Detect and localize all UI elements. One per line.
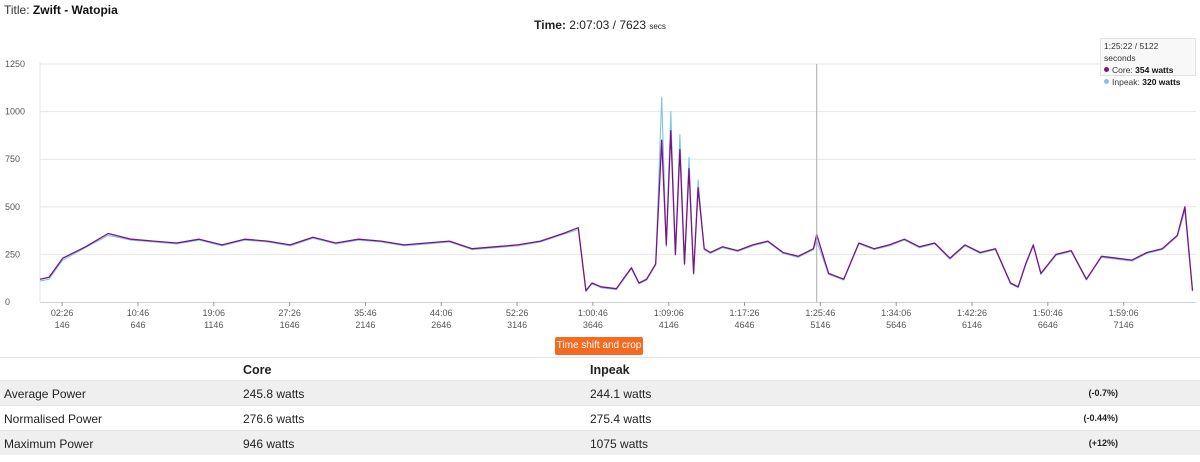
x-tick-time: 1:25:46 [805, 308, 835, 318]
tooltip-core: Core: 354 watts [1104, 64, 1192, 76]
x-tick-time: 1:42:26 [957, 308, 987, 318]
inpeak-legend-dot [1104, 79, 1109, 84]
inpeak-value: 1075 watts [590, 437, 649, 451]
x-tick-time: 1:34:06 [881, 308, 911, 318]
time-summary: Time: 2:07:03 / 7623 secs [0, 18, 1200, 32]
x-tick-time: 52:26 [506, 308, 529, 318]
power-chart[interactable]: 0 250 500 750 1000 1250 02:26 146 10:46 646 19:06… [0, 0, 1200, 340]
x-tick-time: 35:46 [354, 308, 377, 318]
x-tick-time: 44:06 [430, 308, 453, 318]
x-tick-seconds: 3146 [507, 320, 527, 330]
x-tick-seconds: 2146 [355, 320, 375, 330]
tooltip-inpeak-label: Inpeak: [1112, 77, 1140, 87]
tooltip-inpeak-value: 320 watts [1142, 77, 1181, 87]
x-tick-time: 1:09:06 [654, 308, 684, 318]
y-tick-label: 250 [5, 249, 20, 259]
series-lines [39, 96, 1194, 293]
x-tick-seconds: 3646 [583, 320, 603, 330]
tooltip-core-label: Core: [1112, 65, 1133, 75]
diff-value: (-0.7%) [1088, 388, 1118, 398]
table-row: Normalised Power 276.6 watts 275.4 watts… [0, 405, 1200, 430]
stats-table: Core Inpeak Average Power 245.8 watts 24… [0, 357, 1200, 455]
x-tick-seconds: 6146 [962, 320, 982, 330]
tooltip-core-value: 354 watts [1135, 65, 1174, 75]
metric-label: Maximum Power [4, 437, 94, 451]
tooltip-inpeak: Inpeak: 320 watts [1104, 76, 1192, 88]
x-tick-time: 1:17:26 [730, 308, 760, 318]
series-line-inpeak [39, 96, 1194, 293]
x-tick-time: 27:26 [278, 308, 301, 318]
x-tick-seconds: 646 [130, 320, 145, 330]
x-tick-time: 1:00:46 [578, 308, 608, 318]
time-value: 2:07:03 / 7623 [569, 18, 647, 32]
x-tick-time: 02:26 [51, 308, 74, 318]
y-tick-label: 1000 [5, 107, 25, 117]
tooltip-position: 1:25:22 / 5122 seconds [1104, 41, 1159, 63]
x-tick-time: 10:46 [127, 308, 150, 318]
activity-name: Zwift - Watopia [32, 3, 118, 17]
x-tick-seconds: 4146 [659, 320, 679, 330]
y-tick-label: 1250 [5, 59, 25, 69]
x-tick-seconds: 146 [55, 320, 70, 330]
x-tick-seconds: 5146 [810, 320, 830, 330]
title-prefix: Title: [4, 3, 30, 17]
hover-tooltip: 1:25:22 / 5122 seconds Core: 354 watts I… [1100, 38, 1196, 87]
time-label: Time: [534, 18, 566, 32]
x-tick-seconds: 4646 [735, 320, 755, 330]
core-value: 946 watts [243, 437, 295, 451]
time-unit: secs [649, 22, 666, 31]
x-tick-seconds: 6646 [1038, 320, 1058, 330]
y-tick-label: 500 [5, 202, 20, 212]
core-value: 276.6 watts [243, 412, 305, 426]
x-tick-seconds: 1646 [280, 320, 300, 330]
x-tick-time: 1:59:06 [1109, 308, 1139, 318]
header-core: Core [243, 363, 272, 377]
stats-header-row: Core Inpeak [0, 357, 1200, 380]
metric-label: Average Power [4, 387, 86, 401]
x-axis-ticks: 02:26 146 10:46 646 19:06 1146 27:26 1646 35:46 2… [51, 302, 1139, 330]
x-tick-time: 19:06 [203, 308, 226, 318]
core-legend-dot [1104, 67, 1109, 72]
header-inpeak: Inpeak [590, 363, 630, 377]
x-tick-seconds: 1146 [204, 320, 223, 330]
core-value: 245.8 watts [243, 387, 305, 401]
diff-value: (+12%) [1088, 438, 1118, 448]
x-tick-time: 1:50:46 [1033, 308, 1063, 318]
chart-grid [39, 62, 1196, 303]
metric-label: Normalised Power [4, 412, 103, 426]
inpeak-value: 244.1 watts [590, 387, 652, 401]
x-tick-seconds: 7146 [1114, 320, 1134, 330]
y-axis-ticks: 0 250 500 750 1000 1250 [5, 59, 25, 307]
table-row: Average Power 245.8 watts 244.1 watts (-… [0, 380, 1200, 405]
table-row: Maximum Power 946 watts 1075 watts (+12%… [0, 430, 1200, 455]
y-tick-label: 0 [5, 297, 10, 307]
x-tick-seconds: 2646 [431, 320, 451, 330]
x-tick-seconds: 5646 [886, 320, 906, 330]
diff-value: (-0.44%) [1083, 413, 1118, 423]
series-line-core [39, 129, 1194, 292]
inpeak-value: 275.4 watts [590, 412, 652, 426]
y-tick-label: 750 [5, 154, 20, 164]
page-title: Title: Zwift - Watopia [4, 3, 118, 17]
time-shift-crop-button[interactable]: Time shift and crop [555, 337, 643, 355]
